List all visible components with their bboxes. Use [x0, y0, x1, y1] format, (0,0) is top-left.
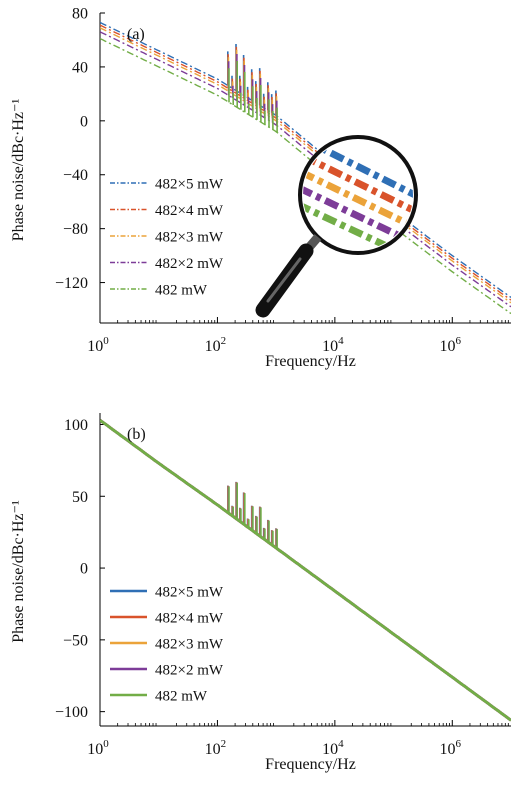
series-spurs-4 [228, 482, 278, 549]
legend-label: 482 mW [155, 689, 208, 705]
x-tick-exponent: 6 [456, 738, 462, 750]
x-tick-label: 104 [322, 738, 344, 758]
lens-series-4 [303, 200, 413, 250]
x-tick-base: 10 [87, 741, 103, 758]
y-tick-label: 0 [80, 113, 88, 130]
lens-handle-highlight [266, 257, 302, 303]
x-axis-title: Frequency/Hz [265, 756, 356, 773]
panel-label: (b) [127, 426, 146, 443]
y-tick-label: 80 [72, 6, 88, 23]
y-tick-label: −120 [55, 275, 88, 292]
x-tick-exponent: 2 [221, 335, 227, 347]
x-tick-base: 10 [205, 741, 221, 758]
y-tick-label: 0 [80, 561, 88, 578]
y-axis-title: Phase noise/dBc·Hz⁻¹ [10, 500, 27, 643]
series-line-0 [100, 21, 511, 298]
lens-rim [298, 135, 418, 255]
legend-label: 482×4 mW [155, 611, 224, 627]
y-tick-label: −100 [55, 704, 88, 721]
legend-label: 482×4 mW [155, 203, 224, 219]
x-tick-label: 100 [87, 738, 109, 758]
series-line-3 [100, 31, 511, 308]
series-line-1 [100, 24, 511, 301]
y-axis-title: Phase noise/dBc·Hz⁻¹ [10, 99, 27, 242]
y-tick-label: −50 [63, 632, 88, 649]
x-tick-base: 10 [440, 741, 456, 758]
magnifier-inset [255, 135, 418, 318]
x-tick-exponent: 4 [338, 738, 344, 750]
panel-label: (a) [127, 26, 145, 43]
x-tick-label: 100 [87, 335, 109, 355]
y-tick-label: 40 [72, 59, 88, 76]
x-tick-base: 10 [87, 338, 103, 355]
plot-area [100, 21, 511, 315]
legend-label: 482×2 mW [155, 256, 224, 272]
legend-label: 482×3 mW [155, 637, 224, 653]
lens-series-1 [303, 152, 413, 220]
y-tick-label: 50 [72, 489, 88, 506]
legend-label: 482×3 mW [155, 230, 224, 246]
x-tick-base: 10 [205, 338, 221, 355]
x-tick-label: 102 [205, 738, 227, 758]
y-tick-label: −80 [63, 221, 88, 238]
legend-label: 482 mW [155, 283, 208, 299]
legend-label: 482×5 mW [155, 177, 224, 193]
legend: 482×5 mW 482×4 mW 482×3 mW 482×2 mW 482 mW [110, 585, 224, 705]
legend-label: 482×2 mW [155, 663, 224, 679]
x-tick-base: 10 [440, 338, 456, 355]
series-spurs-4 [228, 61, 278, 133]
x-tick-exponent: 0 [103, 738, 109, 750]
x-tick-exponent: 4 [338, 335, 344, 347]
x-tick-label: 106 [440, 335, 462, 355]
y-tick-label: 100 [64, 417, 88, 434]
legend: 482×5 mW 482×4 mW 482×3 mW 482×2 mW 482 mW [110, 177, 224, 299]
y-tick-label: −40 [63, 167, 88, 184]
x-tick-label: 102 [205, 335, 227, 355]
x-tick-exponent: 0 [103, 335, 109, 347]
x-tick-label: 104 [322, 335, 344, 355]
x-tick-label: 106 [440, 738, 462, 758]
x-tick-exponent: 6 [456, 335, 462, 347]
x-axis-title: Frequency/Hz [265, 353, 356, 370]
series-line-4 [100, 37, 511, 315]
x-tick-base: 10 [322, 338, 338, 355]
series-line-2 [100, 27, 511, 304]
legend-label: 482×5 mW [155, 585, 224, 601]
series-line-4 [100, 419, 511, 722]
lens-background [300, 137, 416, 253]
lens-series-2 [303, 168, 413, 236]
x-tick-base: 10 [322, 741, 338, 758]
x-tick-exponent: 2 [221, 738, 227, 750]
plot-area [100, 419, 511, 722]
